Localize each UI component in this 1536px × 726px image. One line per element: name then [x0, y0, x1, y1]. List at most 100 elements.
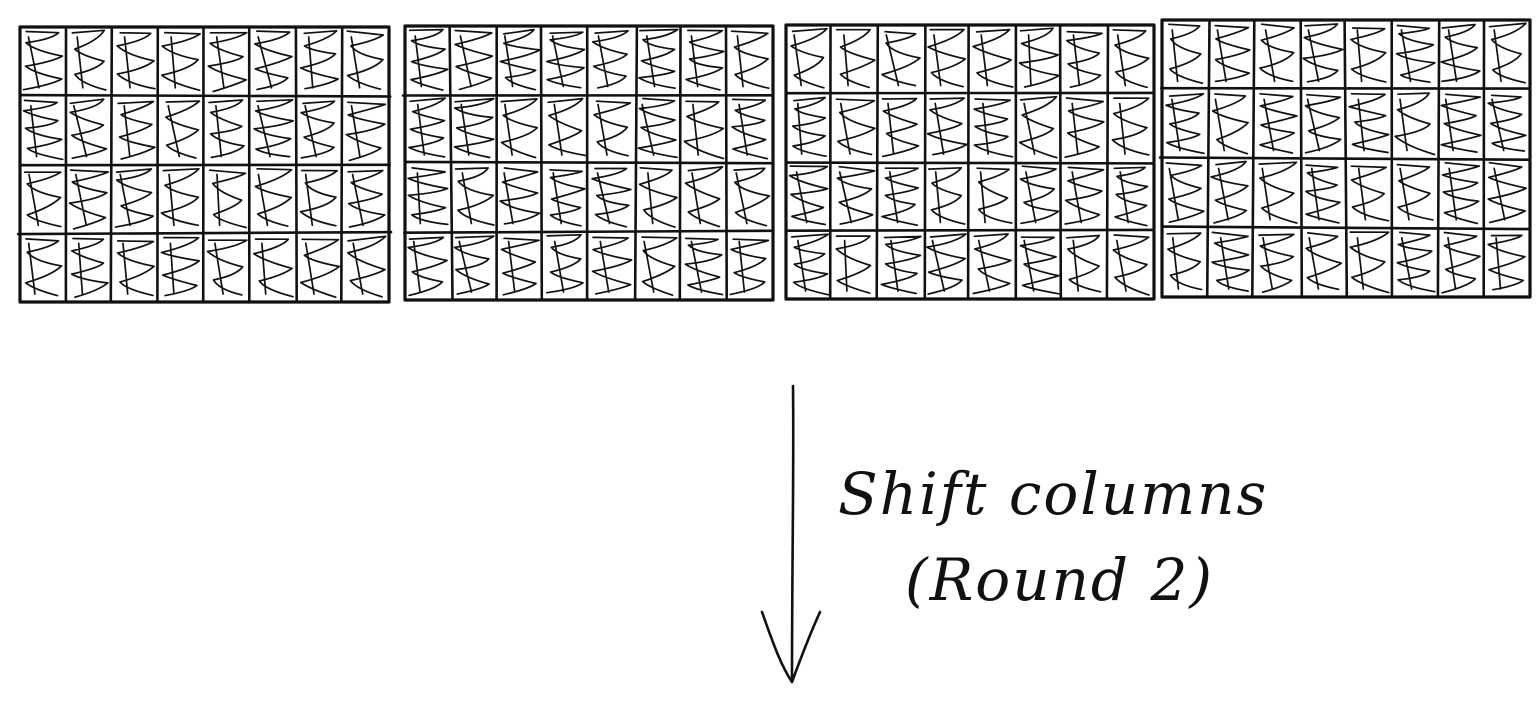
grid-2-cell-r1-c4 [545, 31, 586, 89]
grid-1-cell-r3-c5 [208, 169, 247, 229]
grid-set [16, 18, 1532, 304]
grid-3-cell-r3-c5 [976, 167, 1013, 224]
grid-4-cell-r1-c1 [1167, 23, 1204, 85]
arrow-label-line-1: Shift columns [838, 460, 1268, 528]
grid-4-cell-r1-c3 [1259, 23, 1295, 83]
grid-4-cell-r3-c8 [1487, 161, 1527, 224]
grid-3-cell-r2-c2 [835, 98, 876, 156]
grid-4-cell-r4-c7 [1441, 231, 1481, 294]
grid-2-cell-r4-c3 [500, 237, 540, 296]
grid-1-cell-r1-c1 [22, 30, 64, 91]
grid-3-cell-r3-c8 [1113, 166, 1149, 227]
grid-1-column-line [294, 25, 299, 304]
grid-4-cell-r3-c2 [1210, 160, 1249, 224]
grid-3-cell-r4-c6 [1019, 236, 1060, 295]
grid-1-column-line [109, 25, 114, 304]
grid-3-cell-r4-c4 [926, 233, 967, 295]
grid-2-frame [403, 24, 775, 302]
down-arrow [760, 384, 822, 684]
grid-1-frame [18, 25, 391, 304]
grid-1-cell-r4-c6 [252, 238, 294, 298]
grid-1-cell-r2-c2 [69, 98, 108, 160]
grid-2-column-line [724, 24, 729, 302]
grid-2-cell-r1-c1 [408, 28, 449, 91]
grid-3-cell-r4-c5 [972, 233, 1012, 295]
grid-1-cell-r1-c8 [346, 30, 385, 91]
grid-4-cell-r1-c4 [1302, 23, 1344, 83]
grid-1-cell-r1-c2 [71, 29, 107, 91]
grid-1-cell-r3-c3 [114, 168, 154, 228]
grid-3-cell-r2-c7 [1064, 97, 1105, 159]
grid-1-cell-r2-c7 [300, 100, 336, 159]
grid-3-column-line [923, 23, 927, 301]
grid-1-cell-r3-c8 [347, 169, 386, 228]
grid-3-column-line [1058, 23, 1063, 301]
grid-1-cell-r2-c3 [117, 100, 156, 160]
grid-2-cell-r2-c3 [500, 98, 539, 159]
grid-4-cell-r1-c2 [1214, 24, 1251, 83]
grid-1-cell-r4-c5 [206, 239, 248, 296]
grid-2-cell-r1-c5 [591, 29, 629, 89]
grid-3-row-line [786, 228, 1155, 232]
grid-4-cell-r4-c5 [1349, 231, 1390, 294]
grid-2-cell-r3-c1 [407, 167, 449, 226]
grid-3-frame [784, 23, 1156, 301]
grid-4-cell-r4-c4 [1305, 232, 1343, 291]
grid-2-cell-r4-c2 [453, 235, 495, 295]
grid-3-column-line [1105, 23, 1110, 301]
grid-4-column-line [1205, 18, 1211, 299]
grid-2-cell-r2-c1 [408, 97, 447, 158]
grid-4-frame [1160, 18, 1532, 299]
grid-2-row-line [404, 160, 774, 165]
grid-1-column-line [339, 25, 344, 304]
grid-2-cell-r1-c7 [685, 29, 725, 91]
grid-1-cell-r4-c3 [116, 240, 155, 297]
grid-1-cell-r4-c1 [24, 238, 63, 297]
grid-1-cell-r1-c6 [254, 30, 293, 91]
grid-1-row-line [18, 93, 392, 98]
grid-4-cell-r2-c7 [1440, 93, 1482, 153]
grid-2-cell-r3-c3 [499, 167, 541, 225]
grid-3 [784, 23, 1156, 301]
arrow-head [760, 610, 822, 684]
grid-3-cell-r4-c1 [790, 233, 830, 296]
grid-4 [1158, 18, 1532, 299]
grid-3-column-line [875, 23, 880, 301]
grid-2-cell-r1-c3 [499, 28, 541, 91]
grid-2-cell-r2-c4 [547, 97, 587, 157]
grid-2-cell-r3-c7 [684, 166, 724, 228]
grid-1-cell-r2-c4 [165, 100, 201, 159]
grid-4-cell-r3-c5 [1350, 165, 1390, 222]
grid-1-cell-r4-c4 [160, 236, 201, 297]
grid-3-cell-r2-c5 [973, 98, 1014, 158]
grid-2 [401, 24, 775, 302]
grid-2-cell-r3-c4 [549, 168, 586, 227]
grid-3-cell-r1-c1 [790, 27, 828, 89]
grid-4-cell-r1-c7 [1440, 23, 1481, 83]
grid-2-cell-r3-c5 [591, 167, 632, 228]
grid-4-column-line [1251, 18, 1256, 299]
grid-4-cell-r4-c2 [1211, 231, 1251, 292]
grid-3-cell-r3-c2 [836, 165, 876, 225]
grid-1-cell-r3-c4 [160, 167, 200, 227]
grid-2-cell-r1-c2 [454, 29, 494, 91]
grid-4-cell-r2-c4 [1304, 93, 1342, 154]
arrow-label-line-2: (Round 2) [905, 546, 1214, 614]
grid-1-cell-r4-c7 [299, 238, 341, 299]
grid-4-cell-r3-c7 [1441, 161, 1481, 225]
grid-3-cell-r1-c7 [1065, 30, 1103, 89]
grid-2-cell-r4-c1 [407, 236, 448, 297]
grid-3-cell-r1-c6 [1018, 27, 1060, 88]
grid-1-cell-r1-c4 [160, 31, 201, 92]
grid-3-cell-r2-c4 [926, 97, 968, 156]
grid-2-cell-r3-c2 [454, 167, 495, 226]
grid-2-cell-r2-c7 [683, 100, 725, 160]
grid-2-cell-r2-c2 [453, 97, 495, 159]
grid-3-cell-r2-c8 [1111, 97, 1150, 156]
grid-4-column-line [1343, 18, 1349, 299]
grid-4-cell-r3-c3 [1258, 161, 1298, 224]
grid-4-cell-r1-c5 [1350, 27, 1387, 83]
grid-4-cell-r3-c6 [1396, 163, 1434, 221]
grid-3-cell-r1-c2 [835, 28, 876, 89]
